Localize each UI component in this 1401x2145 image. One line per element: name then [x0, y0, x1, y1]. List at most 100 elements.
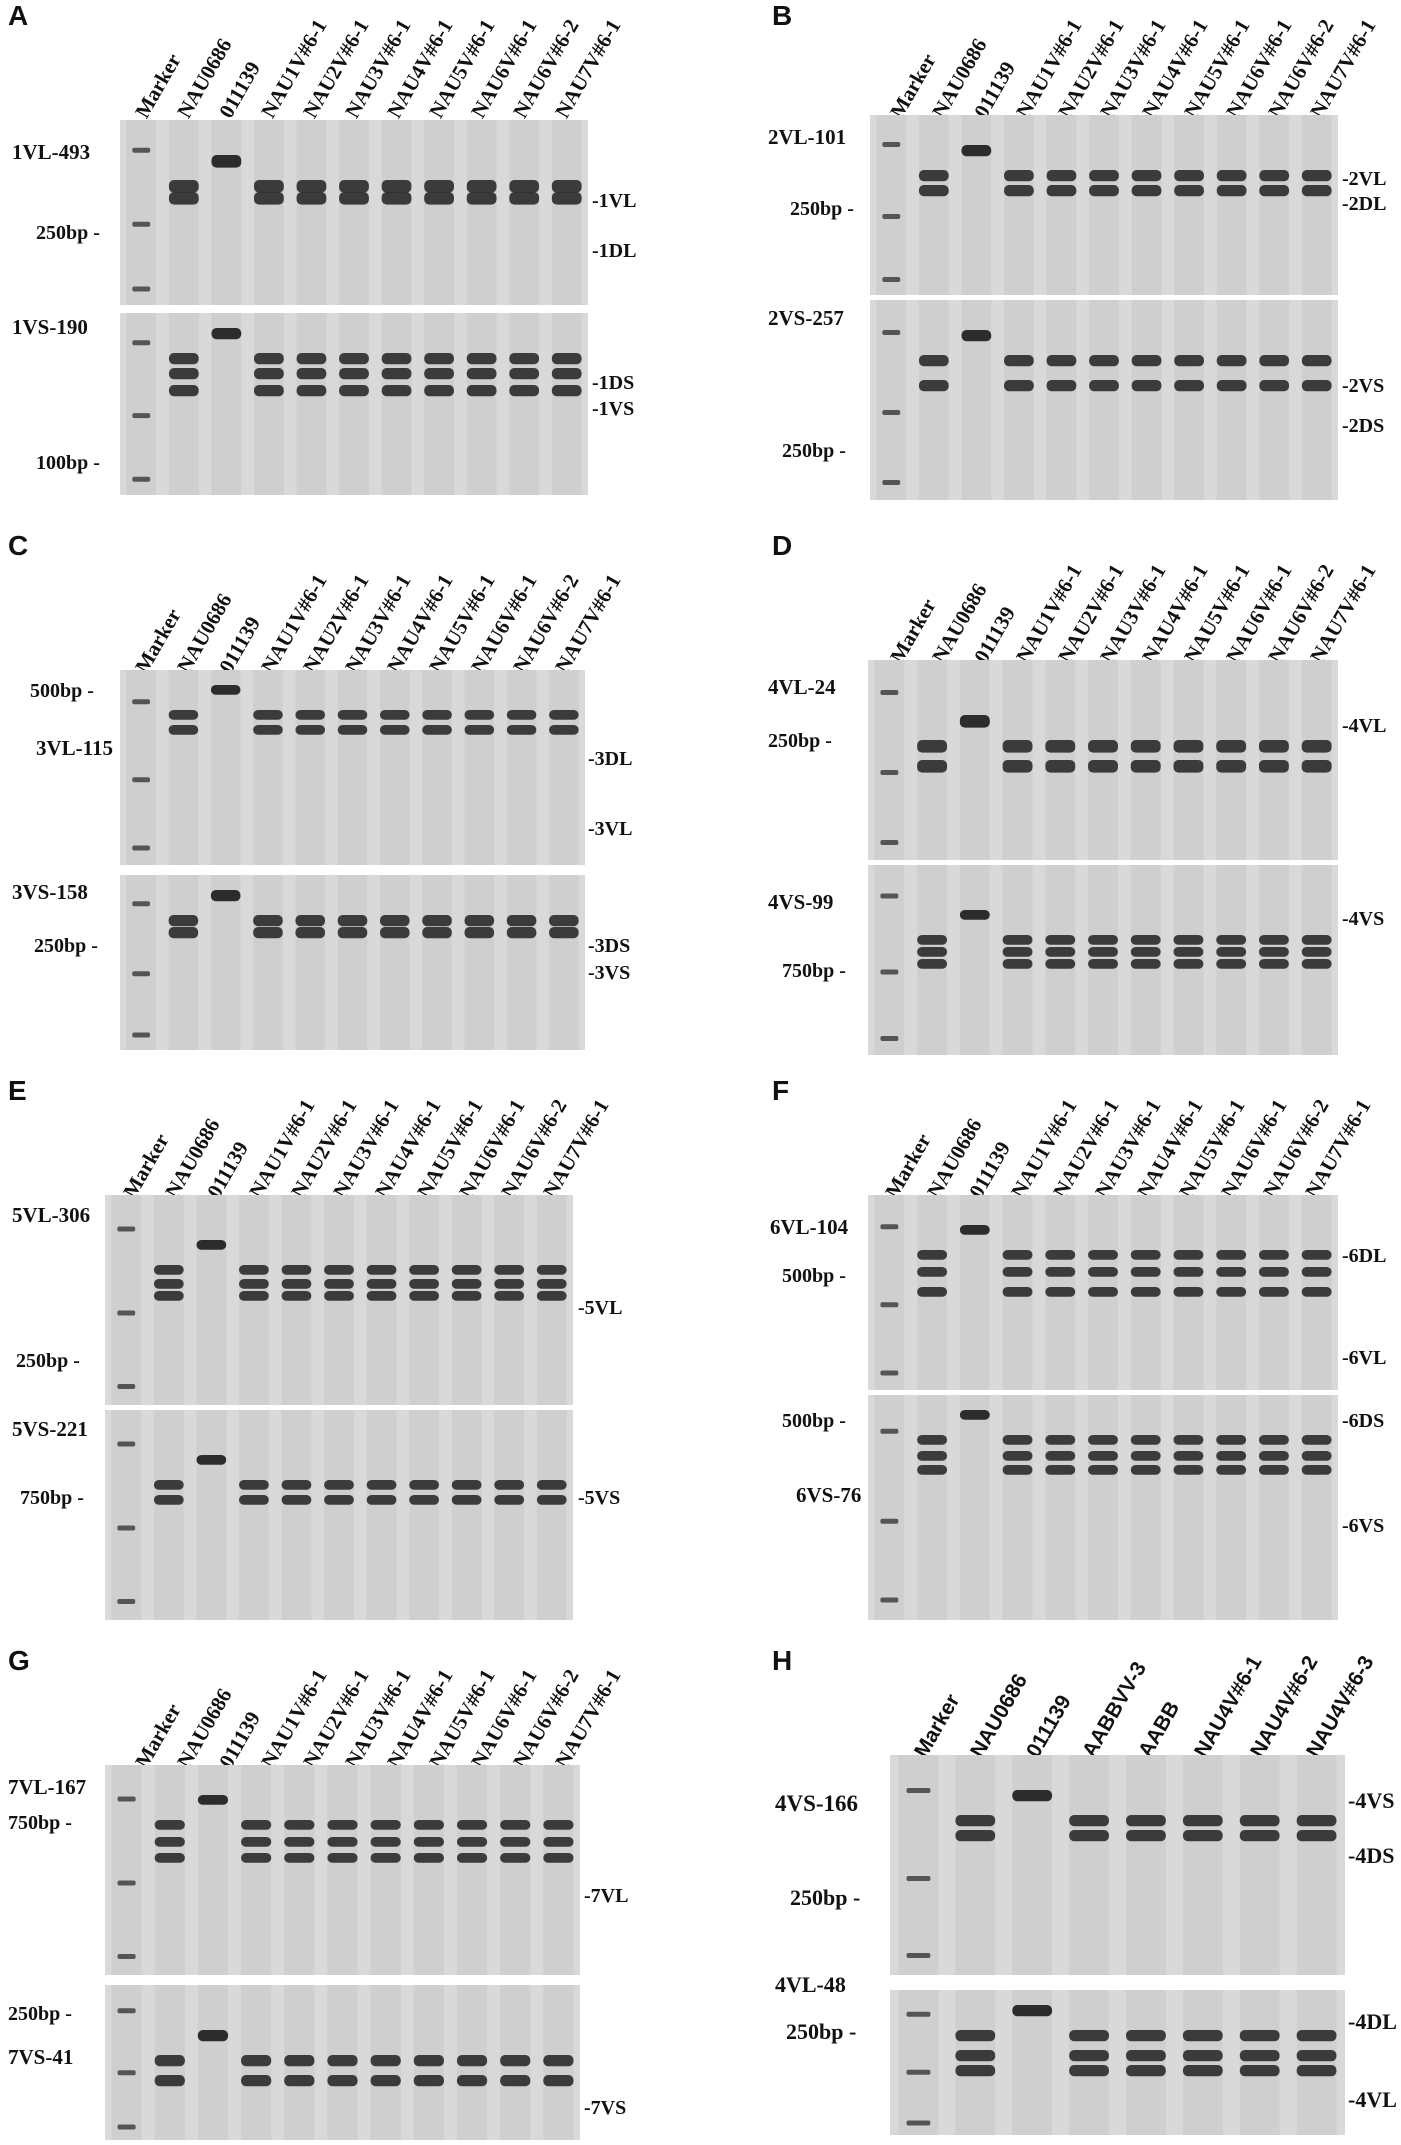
gel-lane: [379, 875, 410, 1050]
dna-band: [509, 368, 540, 380]
dna-band: [281, 1279, 312, 1289]
marker-band: [880, 1036, 899, 1041]
gel-lane: [509, 120, 540, 305]
dna-band: [424, 385, 454, 397]
marker-band: [132, 777, 151, 783]
gel-lane: [295, 875, 326, 1050]
gel-lane: [549, 875, 579, 1050]
marker-band: [132, 901, 151, 907]
dna-band: [1002, 1250, 1033, 1260]
dna-band: [1069, 1830, 1109, 1842]
dna-band: [1182, 2065, 1223, 2077]
gel-lane: [296, 120, 327, 305]
marker-band: [132, 476, 151, 482]
marker-name-top: 4VL-24: [768, 675, 836, 699]
gel-lane: [153, 1410, 184, 1620]
dna-band: [168, 385, 199, 397]
dna-band: [1004, 355, 1034, 367]
dna-band: [327, 1820, 358, 1830]
marker-band: [117, 1441, 136, 1447]
dna-band: [339, 353, 369, 365]
marker-band: [880, 770, 899, 775]
dna-band: [339, 192, 369, 205]
gel-lane: [168, 670, 199, 865]
dna-band: [1131, 170, 1162, 182]
lane-label: 011139: [1022, 1691, 1076, 1762]
dna-band: [296, 385, 327, 397]
dna-band: [1130, 935, 1161, 945]
gel-lane: [959, 660, 990, 860]
dna-band: [955, 1815, 996, 1827]
dna-band: [284, 2055, 315, 2067]
dna-band: [366, 1291, 397, 1301]
dna-band: [1088, 959, 1118, 969]
gel-lane: [1182, 1990, 1223, 2135]
dna-band: [1216, 1267, 1247, 1277]
dna-band: [500, 2055, 531, 2067]
marker-name-bottom: 4VS-99: [768, 890, 834, 914]
gel-lane: [955, 1755, 996, 1975]
gel-lane: [211, 120, 242, 305]
gel-lane: [1088, 1395, 1118, 1620]
band-label: -3DS: [588, 935, 631, 957]
gel-lane: [422, 875, 452, 1050]
dna-band: [551, 180, 582, 193]
size-label-top: 250bp -: [790, 198, 854, 220]
dna-band: [917, 1287, 948, 1297]
dna-band: [917, 959, 948, 969]
dna-band: [1216, 1451, 1247, 1461]
dna-band: [918, 185, 949, 197]
dna-band: [296, 180, 327, 193]
marker-name-bottom: 7VS-41: [8, 2045, 74, 2069]
gel-lane: [168, 875, 199, 1050]
marker-name-bottom: 2VS-257: [768, 306, 844, 330]
gel-bottom: [105, 1985, 580, 2140]
dna-band: [1045, 740, 1076, 753]
dna-band: [381, 353, 412, 365]
gel-lane: [543, 1765, 574, 1975]
dna-band: [409, 1495, 439, 1505]
dna-band: [1258, 959, 1289, 969]
dna-band: [1045, 959, 1076, 969]
band-label: -2VL: [1342, 168, 1387, 190]
gel-lane: [253, 670, 283, 865]
dna-band: [1259, 355, 1290, 367]
marker-band: [880, 969, 899, 975]
gel-lane: [1174, 300, 1204, 500]
size-label-bottom: 500bp -: [782, 1410, 846, 1432]
dna-band: [536, 1291, 567, 1301]
dna-band: [1130, 1250, 1161, 1260]
band-label: -4VL: [1342, 715, 1387, 737]
gel-lane: [413, 1765, 444, 1975]
gel-lane: [295, 670, 326, 865]
dna-band: [1002, 935, 1033, 945]
dna-band: [1002, 959, 1033, 969]
dna-band: [451, 1480, 482, 1490]
dna-band: [1046, 185, 1077, 197]
dna-band: [1296, 1815, 1337, 1827]
gel-bands: [111, 1410, 567, 1620]
dna-band: [1002, 1267, 1033, 1277]
gel-lane: [1004, 115, 1034, 295]
dna-band: [284, 1820, 315, 1830]
band-label: -4VL: [1348, 2087, 1397, 2112]
gel-lane: [1239, 1755, 1280, 1975]
dna-band: [1173, 1451, 1204, 1461]
dna-band: [413, 2055, 444, 2067]
dna-band: [239, 1480, 269, 1490]
dna-band: [1173, 959, 1204, 969]
marker-band: [882, 277, 901, 282]
gel-lane: [464, 670, 495, 865]
panel-h: H Marker NAU0686 011139 AABBVV-3 AABB NAU4V#6…: [700, 1645, 1401, 2145]
dna-band: [339, 385, 369, 397]
dna-band: [1216, 170, 1247, 182]
size-label-top: 250bp -: [790, 1885, 861, 1910]
band-label: -6VL: [1342, 1347, 1387, 1369]
marker-name-top: 2VL-101: [768, 125, 847, 149]
dna-band: [1004, 170, 1034, 182]
dna-band: [509, 385, 540, 397]
dna-band: [1258, 1465, 1289, 1475]
panel-g: G Marker NAU0686 011139 NAU1V#6-1 NAU2V#6-1 N…: [0, 1645, 700, 2145]
band-label: -4VS: [1348, 1788, 1395, 1813]
dna-band: [239, 1495, 269, 1505]
